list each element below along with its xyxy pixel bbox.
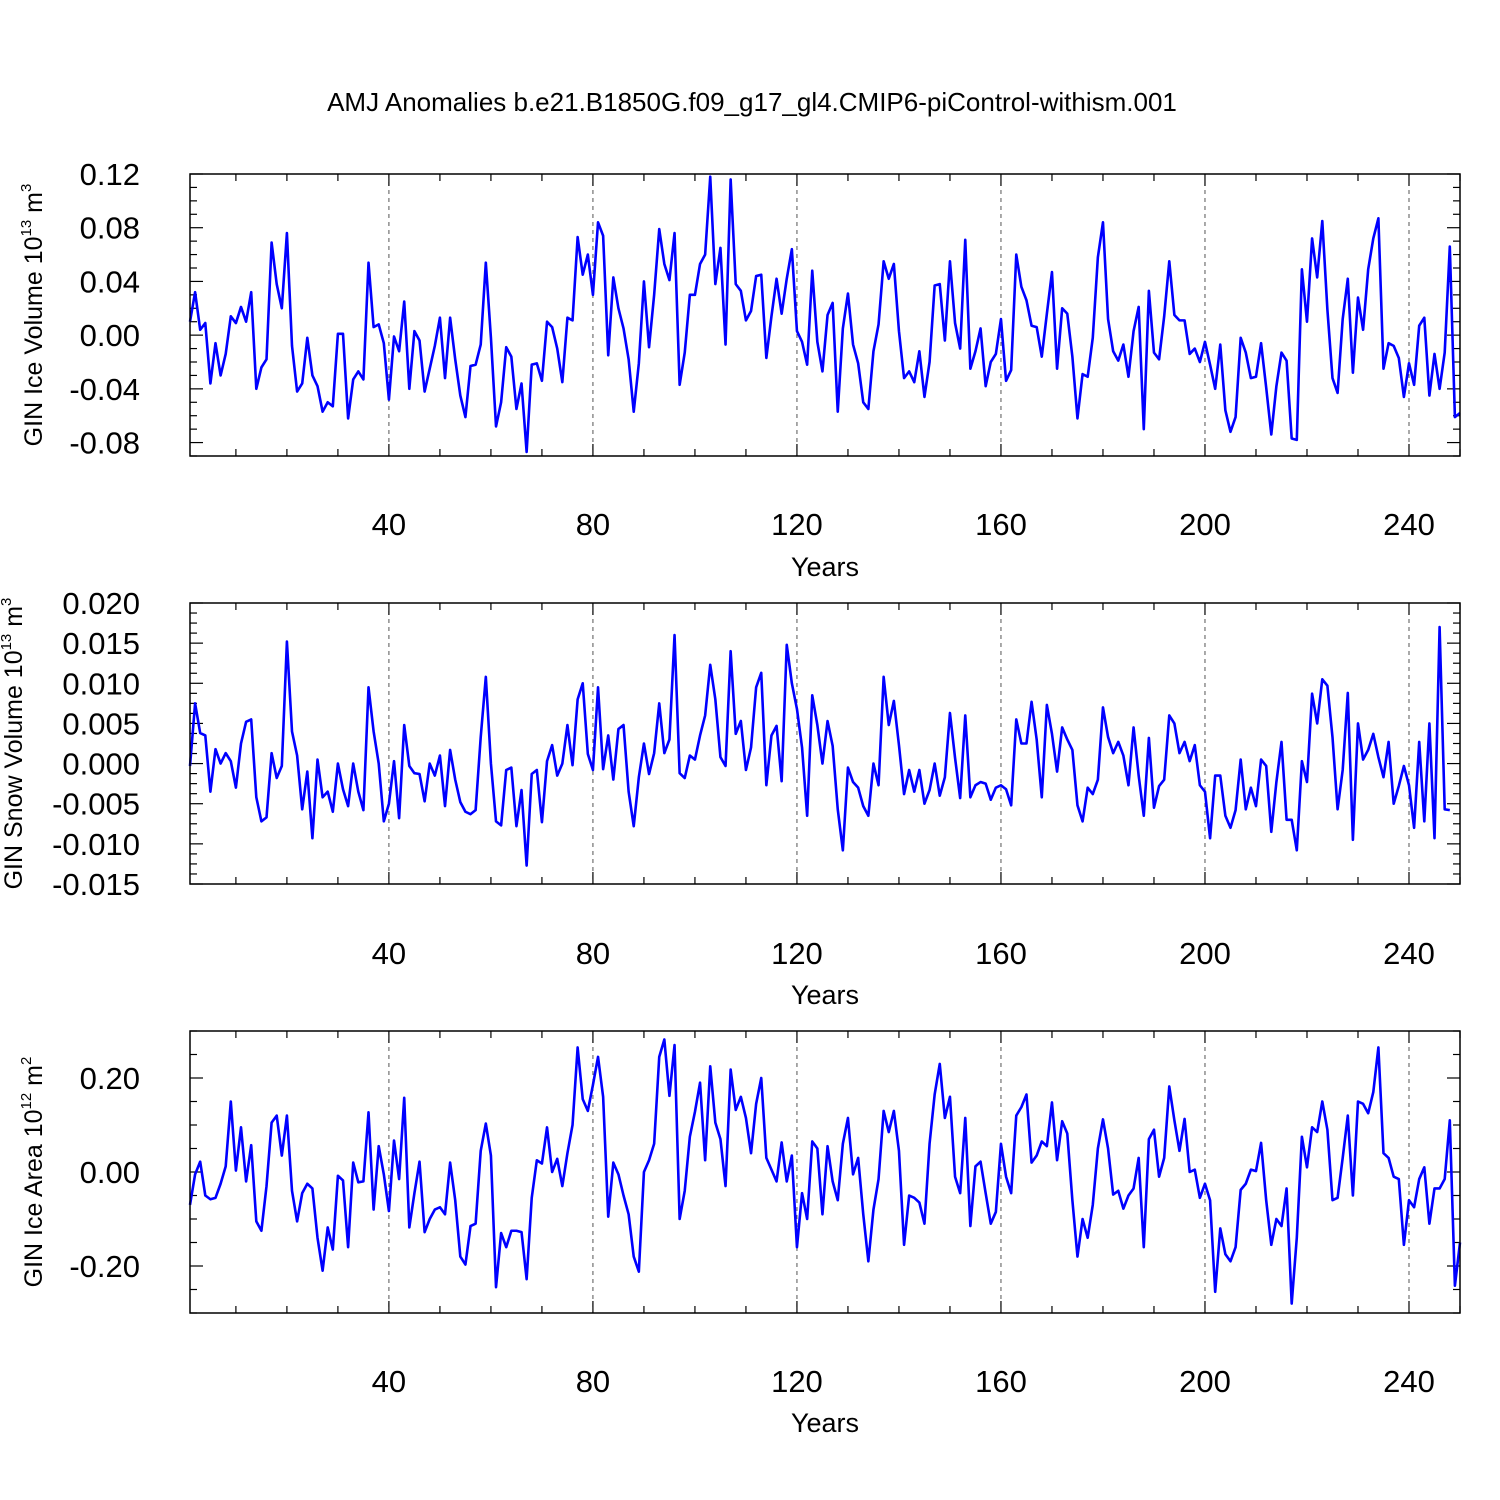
x-tick-label: 80 bbox=[576, 507, 610, 542]
ice-area-series-line bbox=[188, 1038, 1462, 1305]
y-tick-label: 0.08 bbox=[80, 211, 140, 246]
x-tick-label: 120 bbox=[771, 1364, 823, 1399]
y-tick-label: -0.010 bbox=[52, 827, 140, 862]
x-tick-label: 80 bbox=[576, 1364, 610, 1399]
plot-frame bbox=[189, 173, 1461, 457]
ice-volume-panel: -0.08 -0.04 0.00 0.04 0.08 0.12 40 80 120 160 200 2… bbox=[18, 157, 1461, 582]
y-tick-label: 0.020 bbox=[62, 586, 140, 621]
y-tick-label: 0.005 bbox=[62, 706, 140, 741]
y-tick-label: 0.015 bbox=[62, 626, 140, 661]
x-tick-label: 40 bbox=[372, 507, 406, 542]
x-tick-label: 200 bbox=[1179, 1364, 1231, 1399]
y-tick-label: -0.20 bbox=[69, 1249, 140, 1284]
x-tick-label: 120 bbox=[771, 936, 823, 971]
x-tick-label: 40 bbox=[372, 1364, 406, 1399]
y-tick-label: 0.00 bbox=[80, 318, 140, 353]
snow-volume-series-line bbox=[188, 625, 1451, 867]
y-tick-label: 0.010 bbox=[62, 666, 140, 701]
y-tick-label: 0.00 bbox=[80, 1155, 140, 1190]
x-axis-label: Years bbox=[791, 980, 859, 1010]
ice-volume-series-line bbox=[188, 175, 1461, 454]
y-tick-label: -0.005 bbox=[52, 787, 140, 822]
x-tick-label: 200 bbox=[1179, 936, 1231, 971]
y-axis-label: GIN Ice Volume 1013 m3 bbox=[18, 184, 48, 447]
plot-frame bbox=[189, 602, 1461, 885]
x-tick-label: 160 bbox=[975, 1364, 1027, 1399]
x-tick-label: 240 bbox=[1383, 507, 1435, 542]
ice-area-panel: -0.20 0.00 0.20 40 80 120 160 200 240 Years GIN Ic… bbox=[18, 1030, 1462, 1438]
chart-title: AMJ Anomalies b.e21.B1850G.f09_g17_gl4.C… bbox=[327, 87, 1177, 117]
y-tick-label: -0.04 bbox=[69, 372, 140, 407]
y-axis-label: GIN Ice Area 1012 m2 bbox=[18, 1057, 48, 1288]
x-tick-label: 240 bbox=[1383, 1364, 1435, 1399]
x-tick-label: 160 bbox=[975, 936, 1027, 971]
snow-volume-panel: -0.015 -0.010 -0.005 0.000 0.005 0.010 0.015 0.… bbox=[0, 586, 1461, 1010]
plot-frame bbox=[189, 1030, 1461, 1314]
y-tick-label: 0.04 bbox=[80, 264, 140, 299]
y-tick-label: 0.20 bbox=[80, 1061, 140, 1096]
y-axis-label: GIN Snow Volume 1013 m3 bbox=[0, 598, 28, 890]
x-axis-label: Years bbox=[791, 1408, 859, 1438]
y-tick-label: 0.000 bbox=[62, 747, 140, 782]
x-tick-label: 120 bbox=[771, 507, 823, 542]
y-tick-label: 0.12 bbox=[80, 157, 140, 192]
y-tick-label: -0.08 bbox=[69, 426, 140, 461]
x-tick-label: 40 bbox=[372, 936, 406, 971]
x-tick-label: 200 bbox=[1179, 507, 1231, 542]
x-tick-label: 160 bbox=[975, 507, 1027, 542]
y-tick-label: -0.015 bbox=[52, 867, 140, 902]
x-axis-label: Years bbox=[791, 552, 859, 582]
x-tick-label: 80 bbox=[576, 936, 610, 971]
x-tick-label: 240 bbox=[1383, 936, 1435, 971]
